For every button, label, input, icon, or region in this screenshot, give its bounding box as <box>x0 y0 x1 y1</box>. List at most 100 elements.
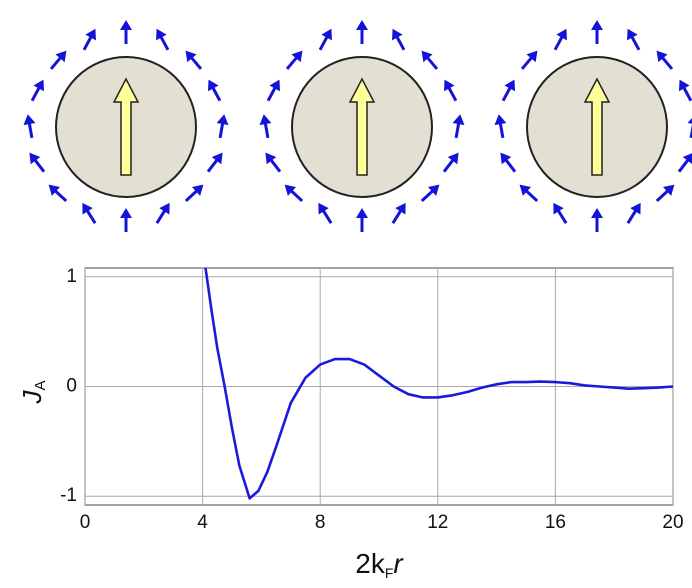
spin-head <box>500 152 512 165</box>
spin-arrow <box>626 202 641 224</box>
spin-arrow <box>259 114 272 139</box>
spin-head <box>120 208 132 218</box>
moment-arrow <box>348 77 376 176</box>
x-tick-label: 8 <box>315 512 326 533</box>
x-label-end: r <box>393 548 404 579</box>
spin-arrow <box>591 20 603 44</box>
spin-head <box>269 79 281 92</box>
moment-arrow <box>112 77 140 176</box>
data-line <box>204 267 674 500</box>
spin-head <box>627 28 638 41</box>
spin-shaft <box>520 56 533 70</box>
spin-arrow <box>553 202 568 224</box>
spin-shaft <box>682 86 692 102</box>
spin-head <box>356 20 368 30</box>
y-tick-label: 0 <box>66 376 77 397</box>
spin-shaft <box>426 56 439 70</box>
spin-arrow <box>442 152 459 173</box>
spin-shaft <box>395 35 406 51</box>
spin-arrow <box>500 152 517 173</box>
spin-head <box>553 202 564 215</box>
spin-head <box>392 28 403 41</box>
spin-arrow <box>627 28 641 51</box>
spin-arrow <box>520 50 538 70</box>
spin-head <box>191 184 204 196</box>
spin-head <box>395 202 406 215</box>
spin-head <box>656 50 668 63</box>
spin-shaft <box>553 35 564 51</box>
spin-shaft <box>661 56 674 70</box>
spin-shaft <box>269 158 282 173</box>
spin-arrow <box>421 50 439 70</box>
spin-shaft <box>525 189 539 203</box>
spin-head <box>494 114 507 126</box>
spin-arrow <box>216 114 229 139</box>
spin-shaft <box>82 35 93 51</box>
spin-head <box>321 28 332 41</box>
spin-shaft <box>159 35 170 51</box>
spin-shaft <box>30 86 41 102</box>
spin-head <box>207 79 219 92</box>
spin-arrow <box>155 202 170 224</box>
spin-arrow <box>207 79 222 102</box>
spin-head <box>259 114 272 126</box>
spin-shaft <box>420 189 434 203</box>
spin-arrow <box>48 184 68 203</box>
spin-head <box>55 50 67 63</box>
y-label-sub: A <box>32 380 49 390</box>
spin-arrow <box>392 28 406 51</box>
moment-arrow <box>583 77 611 176</box>
spin-arrow <box>553 28 567 51</box>
spin-head <box>216 114 229 126</box>
spin-arrow <box>677 152 692 173</box>
spin-arrow <box>82 28 96 51</box>
spin-arrow <box>156 28 170 51</box>
spin-arrow <box>185 50 203 70</box>
spin-shaft <box>321 209 333 224</box>
x-axis-label: 2kFr <box>355 548 404 580</box>
spin-shaft <box>206 158 219 173</box>
spin-arrow <box>452 114 465 139</box>
spin-arrow <box>120 20 132 44</box>
x-tick-label: 16 <box>545 512 566 533</box>
spin-head <box>421 50 433 63</box>
spin-shaft <box>318 35 329 51</box>
spin-head <box>682 152 692 165</box>
spin-shaft <box>391 209 403 224</box>
spin-shaft <box>290 189 304 203</box>
spin-arrow <box>519 184 539 203</box>
spin-arrow <box>420 184 440 203</box>
spin-arrow <box>29 152 46 173</box>
spin-head <box>630 202 641 215</box>
spin-shaft <box>33 158 46 173</box>
spin-shaft <box>285 56 298 70</box>
spin-head <box>591 20 603 30</box>
spin-arrow <box>655 184 675 203</box>
spin-shaft <box>190 56 203 70</box>
y-tick-label: -1 <box>60 485 77 506</box>
spin-head <box>211 152 223 165</box>
spin-head <box>33 79 45 92</box>
spin-arrow <box>318 28 332 51</box>
spin-head <box>185 50 197 63</box>
y-label-main: J <box>17 390 47 405</box>
spin-shaft <box>447 86 458 102</box>
spin-arrow <box>318 202 333 224</box>
spin-arrow <box>356 208 368 232</box>
x-label-main: 2k <box>355 548 386 579</box>
spin-arrow <box>206 152 223 173</box>
spin-head <box>427 184 440 196</box>
spin-head <box>284 184 297 196</box>
spin-arrow <box>391 202 406 224</box>
spin-arrow <box>184 184 204 203</box>
spin-head <box>591 208 603 218</box>
spin-arrow <box>494 114 507 139</box>
x-tick-label: 0 <box>80 512 91 533</box>
spin-head <box>159 202 170 215</box>
spin-shaft <box>504 158 517 173</box>
spin-arrow <box>591 208 603 232</box>
spin-arrow <box>30 79 45 102</box>
spin-arrow <box>501 79 516 102</box>
